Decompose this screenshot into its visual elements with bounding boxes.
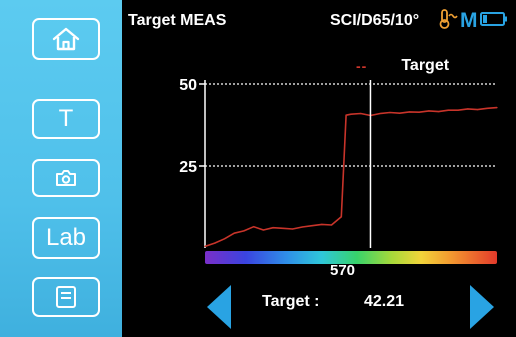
status-icons: M — [436, 8, 508, 35]
data-point — [438, 111, 440, 113]
data-point — [301, 226, 303, 228]
data-point — [467, 108, 469, 110]
camera-button[interactable] — [32, 159, 100, 197]
page-title: Target MEAS — [128, 12, 227, 29]
spectrum-bar — [205, 251, 497, 264]
sidebar: T Lab — [0, 0, 122, 337]
data-point — [345, 114, 347, 116]
data-point — [447, 109, 449, 111]
data-point — [330, 224, 333, 226]
target-button-label: T — [58, 105, 74, 132]
data-point — [321, 223, 323, 225]
temperature-icon — [436, 8, 458, 35]
data-point — [350, 113, 352, 115]
data-point — [379, 112, 381, 115]
next-arrow-button[interactable] — [468, 283, 496, 331]
mode-indicator: M — [460, 9, 478, 32]
data-point — [408, 111, 410, 113]
readout-value: 42.21 — [364, 293, 405, 310]
data-point — [262, 229, 264, 231]
previous-arrow-button[interactable] — [205, 283, 233, 331]
home-icon — [51, 26, 81, 52]
measurement-mode: SCI/D65/10° — [330, 12, 420, 29]
data-point — [360, 112, 362, 115]
data-point — [486, 107, 488, 109]
data-point — [214, 242, 216, 244]
cursor-wavelength: 570 — [330, 262, 356, 279]
data-point — [282, 227, 284, 229]
legend-label: Target — [401, 57, 450, 74]
target-button[interactable]: T — [32, 99, 100, 139]
data-point — [292, 228, 294, 230]
battery-icon — [479, 11, 508, 32]
legend-swatch: -- — [356, 58, 368, 74]
data-point — [223, 238, 226, 240]
data-point — [476, 109, 479, 111]
data-point — [496, 107, 498, 109]
y-tick-label-50: 50 — [179, 77, 197, 94]
save-button[interactable] — [32, 277, 100, 317]
data-point — [253, 226, 255, 228]
data-point — [272, 227, 274, 229]
y-tick-label-25: 25 — [179, 159, 197, 176]
data-point — [243, 230, 245, 232]
data-point — [399, 112, 401, 114]
readout-label: Target : — [262, 293, 320, 310]
data-point — [418, 111, 420, 113]
data-point — [233, 232, 235, 234]
data-point — [311, 225, 313, 227]
save-icon — [55, 285, 77, 309]
data-point — [457, 109, 459, 111]
camera-icon — [54, 168, 78, 188]
series-line-0 — [204, 106, 498, 248]
data-point — [204, 245, 206, 247]
lab-button[interactable]: Lab — [32, 217, 100, 259]
lab-button-label: Lab — [45, 224, 87, 251]
chart-legend: -- Target — [356, 57, 449, 75]
data-point — [340, 216, 342, 218]
data-point — [389, 111, 391, 114]
data-point — [428, 110, 430, 112]
home-button[interactable] — [32, 18, 100, 60]
